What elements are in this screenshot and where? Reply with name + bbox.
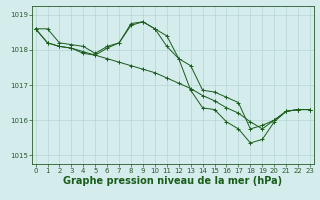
X-axis label: Graphe pression niveau de la mer (hPa): Graphe pression niveau de la mer (hPa): [63, 176, 282, 186]
